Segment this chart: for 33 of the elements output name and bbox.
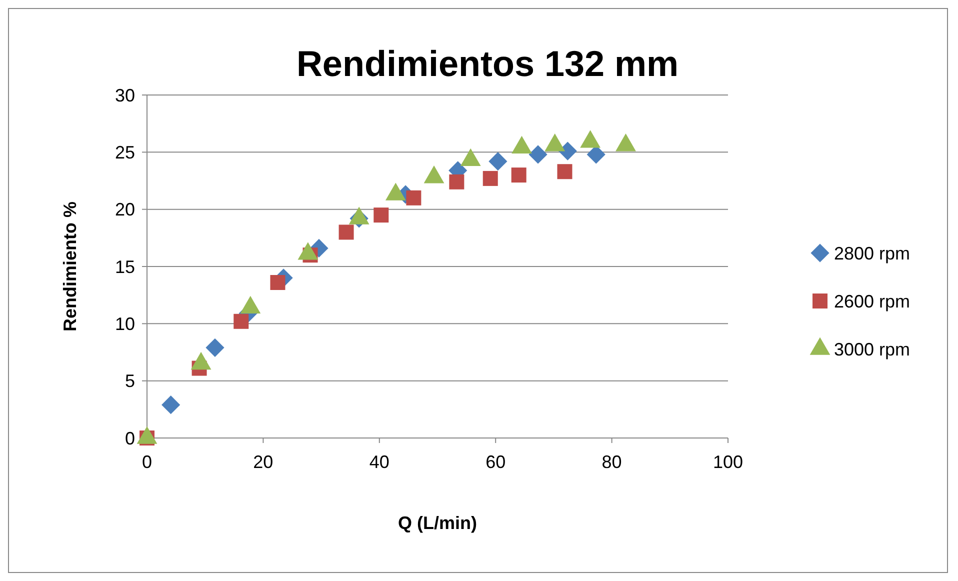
point bbox=[338, 224, 354, 240]
y-tick-label: 20 bbox=[114, 200, 135, 220]
point bbox=[528, 145, 548, 164]
x-tick-label: 0 bbox=[142, 452, 152, 472]
point bbox=[234, 314, 249, 329]
y-axis-title: Rendimiento % bbox=[60, 201, 80, 332]
y-tick-label: 15 bbox=[114, 256, 135, 277]
point bbox=[270, 275, 286, 290]
x-tick-label: 20 bbox=[253, 452, 274, 472]
legend-label: 2600 rpm bbox=[834, 291, 910, 312]
x-axis-title: Q (L/min) bbox=[398, 513, 477, 533]
point bbox=[449, 174, 464, 190]
x-tick-label: 40 bbox=[369, 452, 390, 472]
chart-title: Rendimientos 132 mm bbox=[296, 43, 679, 84]
point bbox=[488, 152, 508, 171]
y-tick-label: 0 bbox=[124, 428, 135, 448]
y-tick-label: 30 bbox=[114, 85, 135, 106]
point bbox=[162, 396, 180, 414]
x-tick-label: 60 bbox=[486, 452, 506, 472]
x-tick-label: 100 bbox=[712, 452, 744, 472]
y-tick-label: 25 bbox=[114, 142, 135, 162]
point bbox=[374, 208, 389, 223]
point bbox=[511, 168, 526, 183]
point bbox=[557, 164, 572, 180]
legend-label: 3000 rpm bbox=[834, 339, 910, 360]
y-tick-label: 5 bbox=[124, 371, 135, 392]
legend-label: 2800 rpm bbox=[834, 243, 910, 264]
y-tick-label: 10 bbox=[114, 314, 135, 334]
point bbox=[482, 170, 498, 186]
x-tick-label: 80 bbox=[602, 452, 622, 472]
point bbox=[406, 190, 422, 206]
point bbox=[558, 142, 577, 160]
point bbox=[206, 338, 224, 357]
